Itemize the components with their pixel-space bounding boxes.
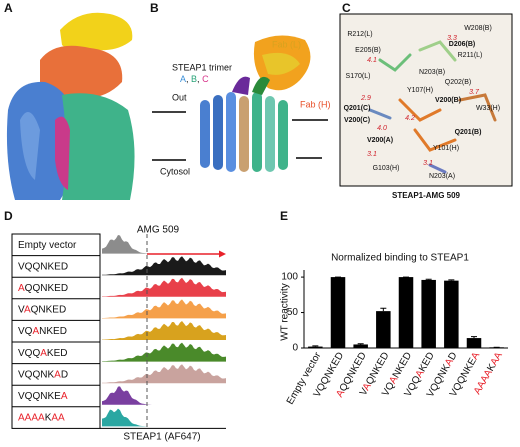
residue-label: N203(B) <box>419 69 445 76</box>
bar <box>444 280 459 348</box>
histogram <box>102 408 226 427</box>
panel-label: D <box>4 209 13 223</box>
row-label: VQQNKED <box>18 261 68 272</box>
y-axis-label: WT reactivity <box>280 283 291 341</box>
residue-label: V200(C) <box>344 117 370 124</box>
residue-label: Q201(C) <box>344 105 371 112</box>
bar <box>330 277 346 348</box>
flow-title: AMG 509 <box>137 225 180 236</box>
y-tick-label: 100 <box>281 272 298 283</box>
chain-label: B <box>191 74 197 84</box>
x-tick-label: VAQNKED <box>358 350 392 397</box>
residue-label: E205(B) <box>355 47 381 54</box>
x-tick-label: AAAAKAA <box>472 350 505 396</box>
chain-labels: A, B, C <box>180 74 209 84</box>
row-label: Empty vector <box>18 239 77 250</box>
histogram <box>102 320 226 340</box>
x-tick-label: VQANKED <box>380 350 414 398</box>
residue-label: V200(B) <box>435 97 461 104</box>
bar <box>421 279 436 348</box>
chain-label: A <box>180 74 186 84</box>
bar <box>376 311 391 348</box>
x-tick-label: VQQNKED <box>311 350 346 399</box>
density-map <box>6 12 135 200</box>
histogram <box>102 299 226 319</box>
residue-label: W208(B) <box>464 25 492 32</box>
y-tick-label: 50 <box>287 307 299 318</box>
residue-label: R211(L) <box>458 52 483 59</box>
distance-label: 3.1 <box>367 151 377 158</box>
out-label: Out <box>172 92 187 102</box>
row-label: AQQNKED <box>18 283 68 294</box>
panel-label: C <box>342 1 351 15</box>
histogram <box>102 277 226 297</box>
distance-label: 4.0 <box>377 125 387 132</box>
bar <box>398 277 414 348</box>
histogram <box>102 342 226 362</box>
distance-label: 4.2 <box>405 115 415 122</box>
row-label: VAQNKED <box>18 304 66 315</box>
distance-label: 3.7 <box>469 89 480 96</box>
residue-label: G103(H) <box>373 165 400 172</box>
histogram <box>102 256 226 276</box>
x-tick-label: AQQNKED <box>334 350 369 399</box>
residue-label: Q202(B) <box>445 79 471 86</box>
residue-label: W33(H) <box>476 105 500 112</box>
trimer-label: STEAP1 trimer <box>172 62 232 72</box>
closeup-sticks <box>368 40 497 174</box>
row-label: VQQNKEA <box>18 391 68 402</box>
row-label: VQQAKED <box>18 347 67 358</box>
panel-label: E <box>280 209 288 223</box>
row-label: AAAAKAA <box>18 412 65 423</box>
row-label: VQQNKAD <box>18 369 68 380</box>
residue-label: Y107(H) <box>407 87 433 94</box>
chart-title: Normalized binding to STEAP1 <box>331 253 469 264</box>
flow-xlabel: STEAP1 (AF647) <box>123 432 200 443</box>
residue-label: D206(B) <box>449 41 475 48</box>
histogram <box>102 364 226 384</box>
distance-label: 3.1 <box>423 160 433 167</box>
panel-label: A <box>4 1 13 15</box>
residue-label: N203(A) <box>429 173 455 180</box>
distance-label: 3.3 <box>447 35 457 42</box>
row-label: VQANKED <box>18 326 67 337</box>
x-tick-label: VQQNKAD <box>425 350 460 399</box>
distance-label: 2.9 <box>360 95 371 102</box>
closeup-frame <box>339 13 513 187</box>
fab-l-label: Fab (L) <box>272 39 301 49</box>
flow-table <box>11 233 101 429</box>
residue-label: Q201(B) <box>455 129 482 136</box>
gate-arrowhead <box>219 250 226 258</box>
residue-label: V200(A) <box>367 137 393 144</box>
histogram <box>102 235 226 254</box>
error-bar <box>380 307 387 312</box>
error-bar <box>448 279 455 281</box>
structure-cartoon <box>152 35 328 172</box>
panel-label: B <box>150 1 159 15</box>
bar <box>308 346 323 348</box>
residue-label: Y101(H) <box>433 145 459 152</box>
error-bar <box>312 345 319 347</box>
bar <box>466 338 482 348</box>
x-tick-label: Empty vector <box>284 350 323 407</box>
error-bar <box>357 343 364 345</box>
closeup-caption: STEAP1-AMG 509 <box>392 191 461 200</box>
y-tick-label: 0 <box>292 343 298 354</box>
error-bar <box>425 278 432 280</box>
chain-label: C <box>202 74 209 84</box>
x-tick-label: VQQAKED <box>402 350 436 398</box>
residue-label: S170(L) <box>346 73 371 80</box>
histogram <box>102 386 226 405</box>
error-bar <box>471 336 477 339</box>
distance-label: 4.1 <box>367 57 377 64</box>
fab-h-label: Fab (H) <box>300 99 331 109</box>
cytosol-label: Cytosol <box>160 166 190 176</box>
residue-label: R212(L) <box>347 31 372 38</box>
bar <box>353 344 368 348</box>
x-tick-label: VQQNKEA <box>448 350 482 399</box>
